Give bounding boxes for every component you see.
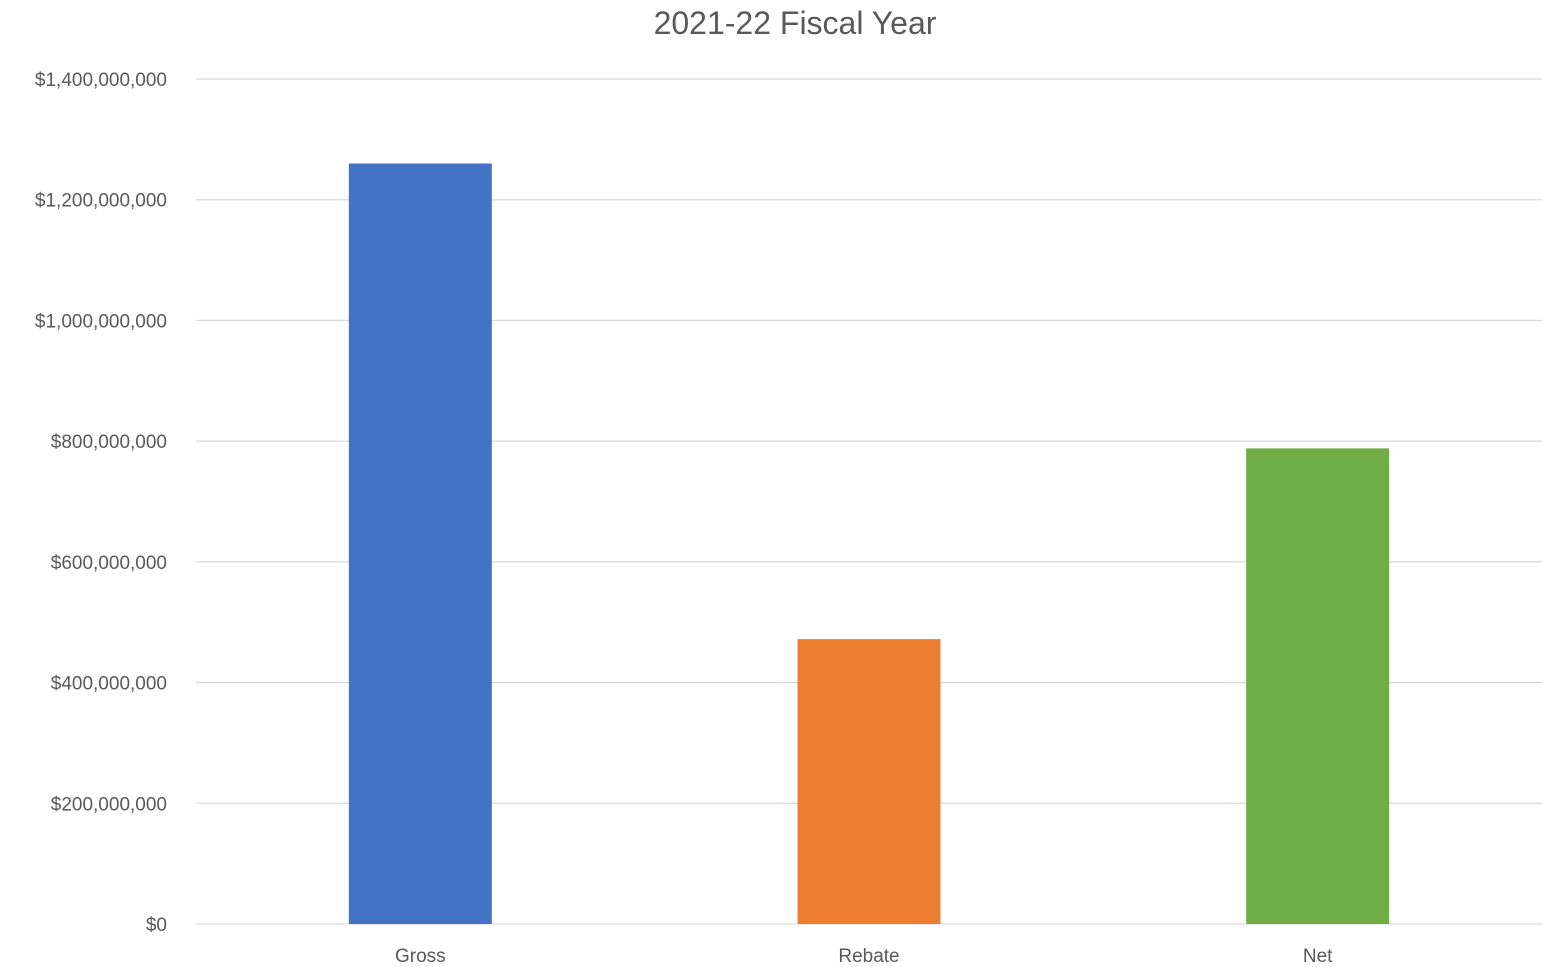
x-category-label-rebate: Rebate [838, 946, 899, 967]
y-tick-label: $800,000,000 [51, 432, 167, 453]
x-axis-category-labels: Gross Rebate Net [395, 946, 1333, 967]
bar-net [1246, 448, 1390, 924]
y-tick-label: $1,000,000,000 [35, 311, 167, 332]
y-tick-label: $1,400,000,000 [35, 70, 167, 91]
y-tick-label: $0 [146, 915, 167, 936]
bar-gross [348, 163, 492, 924]
chart-title: 2021-22 Fiscal Year [654, 5, 937, 41]
y-axis-tick-labels: $0 $200,000,000 $400,000,000 $600,000,000 $8… [35, 70, 167, 936]
y-tick-label: $400,000,000 [51, 674, 167, 695]
y-tick-label: $1,200,000,000 [35, 191, 167, 212]
x-category-label-gross: Gross [395, 946, 446, 967]
x-category-label-net: Net [1303, 946, 1333, 967]
bar-rebate [797, 639, 941, 924]
bars [348, 163, 1390, 924]
y-tick-label: $600,000,000 [51, 553, 167, 574]
y-tick-label: $200,000,000 [51, 794, 167, 815]
